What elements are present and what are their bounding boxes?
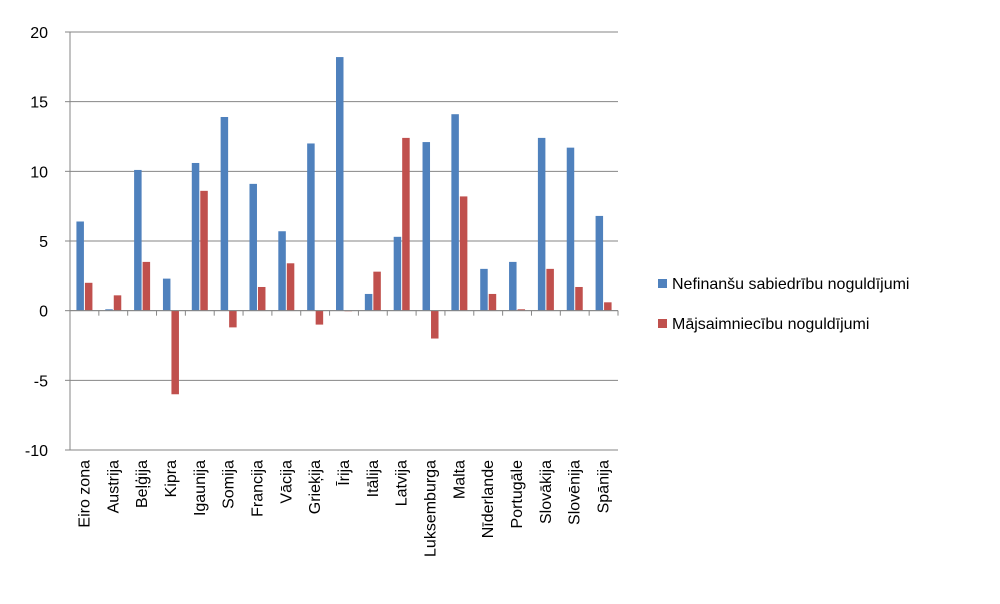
x-tick-label: Īrija bbox=[335, 460, 353, 486]
x-tick-label: Francija bbox=[249, 460, 266, 517]
y-tick-labels: -10 -5 0 5 10 15 20 bbox=[25, 25, 48, 460]
y-tick-label: 10 bbox=[30, 164, 48, 181]
bar-series1 bbox=[336, 57, 344, 311]
legend: Nefinanšu sabiedrību noguldījumi Mājsaimn… bbox=[658, 276, 909, 333]
axes bbox=[65, 31, 619, 451]
bar-series2 bbox=[286, 263, 295, 311]
x-tick-label: Spānija bbox=[596, 460, 613, 513]
bar-series2 bbox=[257, 286, 266, 311]
x-tick-label: Slovākija bbox=[538, 460, 555, 524]
bar-series1 bbox=[105, 309, 113, 311]
bar-series1 bbox=[76, 221, 84, 311]
bar-series1 bbox=[134, 169, 142, 311]
bar-series1 bbox=[249, 183, 257, 311]
legend-swatch bbox=[658, 279, 667, 288]
bar-series2 bbox=[575, 286, 583, 311]
x-tick-label: Nīderlande bbox=[480, 460, 497, 538]
bar-series2 bbox=[315, 310, 324, 325]
bar-series2 bbox=[402, 137, 410, 311]
bar-series1 bbox=[422, 142, 431, 311]
legend-label: Mājsaimniecību noguldījumi bbox=[672, 316, 869, 333]
bar-series1 bbox=[191, 162, 200, 311]
x-tick-label: Somija bbox=[221, 460, 238, 509]
bar-series1 bbox=[220, 116, 229, 311]
bar-series2 bbox=[113, 295, 122, 311]
bar-series1 bbox=[307, 143, 315, 311]
x-tick-label: Igaunija bbox=[192, 460, 209, 516]
bar-series2 bbox=[488, 293, 497, 311]
x-tick-label: Kipra bbox=[163, 460, 180, 497]
x-tick-label: Grieķija bbox=[307, 460, 324, 514]
bar-series1 bbox=[278, 231, 286, 311]
bars bbox=[76, 57, 612, 395]
bar-series2 bbox=[546, 268, 554, 311]
bar-series1 bbox=[451, 114, 459, 311]
bar-series1 bbox=[480, 268, 488, 311]
bar-series2 bbox=[373, 271, 381, 311]
x-tick-label: Portugāle bbox=[509, 460, 526, 529]
x-tick-label: Eiro zona bbox=[76, 460, 93, 528]
bar-series2 bbox=[229, 310, 237, 328]
bar-series2 bbox=[84, 282, 93, 311]
bar-series2 bbox=[431, 310, 439, 339]
x-tick-label: Vācija bbox=[278, 460, 295, 504]
x-tick-label: Austrija bbox=[105, 460, 122, 513]
bar-series2 bbox=[604, 302, 612, 311]
y-tick-label: 15 bbox=[30, 95, 48, 112]
x-tick-labels: Eiro zona Austrija Beļģija Kipra Igaunija Som… bbox=[76, 460, 612, 557]
bar-series2 bbox=[459, 196, 468, 311]
bar-series2 bbox=[171, 310, 179, 395]
x-tick-label: Malta bbox=[451, 460, 468, 499]
x-tick-label: Itālija bbox=[365, 460, 382, 497]
legend-swatch bbox=[658, 319, 667, 328]
y-tick-label: 20 bbox=[30, 25, 48, 42]
gridlines bbox=[70, 31, 618, 451]
y-tick-label: -5 bbox=[34, 373, 48, 390]
bar-series1 bbox=[595, 215, 604, 311]
y-tick-label: 0 bbox=[39, 304, 48, 321]
y-tick-label: 5 bbox=[39, 234, 48, 251]
x-tick-label: Latvija bbox=[394, 460, 411, 506]
bar-series1 bbox=[393, 236, 402, 311]
bar-series2 bbox=[142, 261, 151, 311]
bar-series2 bbox=[517, 309, 526, 311]
bar-series1 bbox=[162, 278, 171, 311]
x-tick-label: Beļģija bbox=[133, 460, 151, 508]
bar-series1 bbox=[566, 147, 575, 311]
x-tick-label: Luksemburga bbox=[423, 460, 440, 557]
bar-series1 bbox=[364, 293, 373, 311]
y-tick-label: -10 bbox=[25, 443, 48, 460]
bar-series1 bbox=[537, 137, 546, 311]
x-tick-label: Slovēnija bbox=[567, 460, 584, 525]
bar-series1 bbox=[509, 261, 517, 311]
bar-series2 bbox=[200, 190, 208, 311]
legend-label: Nefinanšu sabiedrību noguldījumi bbox=[672, 276, 909, 293]
